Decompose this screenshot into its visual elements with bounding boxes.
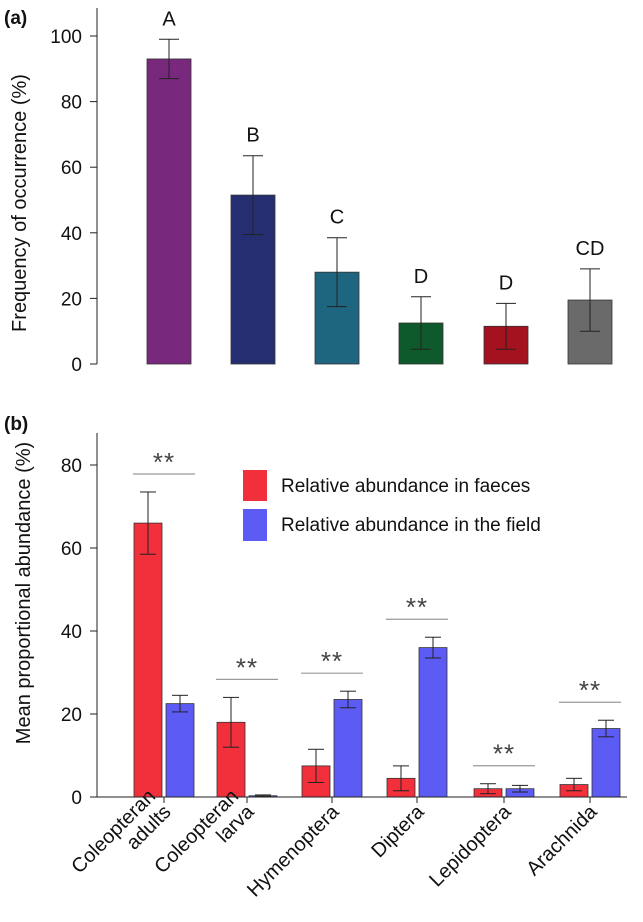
category-label: Arachnida <box>522 800 602 880</box>
bar-field <box>333 699 363 798</box>
panel-b: (b) Mean proportional abundance (%) 0 20 4… <box>4 414 627 901</box>
category-label: Coleopteranlarva <box>150 785 259 894</box>
bar <box>146 58 192 365</box>
panel-a-label: (a) <box>4 8 27 29</box>
bar-field <box>165 703 195 798</box>
panel-b-y-axis-title: Mean proportional abundance (%) <box>13 442 35 744</box>
significance-mark: ** <box>406 592 428 622</box>
panel-b-y-ticks: 0 20 40 60 80 <box>61 456 97 809</box>
legend-label-faeces: Relative abundance in faeces <box>281 476 530 497</box>
panel-b-label: (b) <box>4 414 28 435</box>
y-tick-label: 0 <box>71 355 82 376</box>
panel-b-category-labels: ColeopteranadultsColeopteranlarvaHymenop… <box>67 785 602 901</box>
category-label: Lepidoptera <box>425 800 516 891</box>
bar-faeces <box>133 522 163 798</box>
y-tick-label: 40 <box>61 622 82 643</box>
y-tick-label: 60 <box>61 539 82 560</box>
significance-mark: ** <box>236 652 258 682</box>
significance-mark: ** <box>321 646 343 676</box>
panel-b-bars <box>133 491 621 798</box>
panel-a-y-axis-title: Frequency of occurrence (%) <box>9 74 31 332</box>
group-letter: A <box>162 8 176 30</box>
category-label: Diptera <box>367 800 429 862</box>
group-letter: CD <box>576 238 605 260</box>
significance-mark: ** <box>153 447 175 477</box>
bar-field <box>418 647 448 798</box>
group-letter: B <box>246 125 259 147</box>
significance-mark: ** <box>493 739 515 769</box>
panel-b-significance: ** ** ** ** ** ** <box>133 447 621 769</box>
y-tick-label: 40 <box>61 224 82 245</box>
y-tick-label: 80 <box>61 456 82 477</box>
y-tick-label: 80 <box>61 93 82 114</box>
bar-field <box>591 728 621 798</box>
category-label: Coleopteranadults <box>67 785 175 893</box>
legend-label-field: Relative abundance in the field <box>281 515 541 536</box>
y-tick-label: 20 <box>61 289 82 310</box>
group-letter: D <box>414 266 428 288</box>
category-label: Hymenoptera <box>243 800 344 901</box>
y-tick-label: 0 <box>71 788 82 809</box>
legend: Relative abundance in faeces Relative ab… <box>243 470 541 541</box>
group-letter: C <box>330 207 344 229</box>
significance-mark: ** <box>579 675 601 705</box>
y-tick-label: 60 <box>61 158 82 179</box>
panel-a: (a) Frequency of occurrence (%) 0 20 40 60 8… <box>4 8 613 376</box>
legend-swatch-faeces <box>243 470 267 501</box>
y-tick-label: 20 <box>61 705 82 726</box>
legend-swatch-field <box>243 509 267 541</box>
group-letter: D <box>499 272 513 294</box>
panel-a-y-ticks: 0 20 40 60 80 100 <box>50 27 97 376</box>
y-tick-label: 100 <box>50 27 82 48</box>
